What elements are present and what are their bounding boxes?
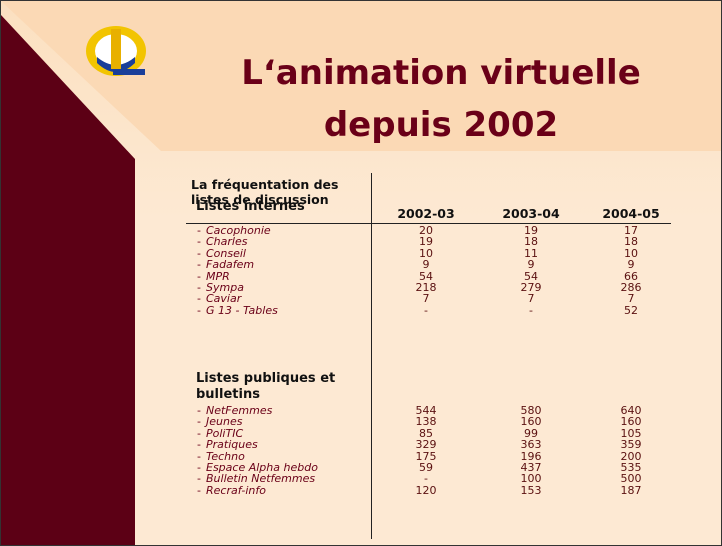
cell-value: 54 <box>419 269 433 283</box>
cell-value: 99 <box>524 426 538 440</box>
column-header: 2004-05 <box>602 206 660 221</box>
cell-value: 66 <box>624 269 638 283</box>
table-caption: La fréquentation des <box>191 177 339 192</box>
cell-value: 9 <box>422 258 430 272</box>
row-name: Espace Alpha hebdo <box>206 461 318 474</box>
cell-value: 9 <box>527 258 535 272</box>
row-name: Sympa <box>206 281 244 294</box>
cell-value: 11 <box>524 246 538 260</box>
row-name: Cacophonie <box>206 224 271 237</box>
cell-value: 437 <box>520 461 542 474</box>
bullet <box>197 484 201 497</box>
row-name: Charles <box>206 235 248 249</box>
cell-value: - <box>529 303 533 317</box>
section-title: bulletins <box>196 387 260 402</box>
cell-value: 54 <box>524 269 538 283</box>
cell-value: 535 <box>620 461 642 474</box>
bullet <box>197 304 201 317</box>
cell-value: 85 <box>419 426 433 440</box>
cell-value: 10 <box>419 246 433 260</box>
cell-value: 359 <box>620 438 642 452</box>
row-name: Conseil <box>206 246 246 260</box>
cell-value: 59 <box>419 461 433 474</box>
column-header: 2003-04 <box>502 206 560 221</box>
cell-value: 138 <box>415 415 437 429</box>
cell-value: 7 <box>422 292 430 306</box>
left-band <box>1 15 135 545</box>
cell-value: 153 <box>520 483 542 497</box>
logo <box>86 26 146 76</box>
row-name: NetFemmes <box>206 404 273 417</box>
cell-value: 10 <box>624 246 638 260</box>
row-name: Jeunes <box>206 415 243 429</box>
cell-value: 218 <box>415 281 437 294</box>
cell-value: 7 <box>527 292 535 306</box>
cell-value: 18 <box>624 235 638 249</box>
cell-value: 363 <box>520 438 542 452</box>
cell-value: 286 <box>620 281 642 294</box>
column-divider <box>371 173 372 539</box>
cell-value: 329 <box>415 438 437 452</box>
cell-value: 196 <box>520 449 542 463</box>
cell-value: 187 <box>620 483 642 497</box>
cell-value: 9 <box>627 258 635 272</box>
cell-value: 19 <box>419 235 433 249</box>
section-title: Listes internes <box>196 199 305 214</box>
cell-value: 105 <box>620 426 642 440</box>
cell-value: 640 <box>620 404 642 417</box>
row-name: Fadafem <box>206 258 255 272</box>
row-name: PoliTIC <box>206 426 244 440</box>
cell-value: 544 <box>415 404 437 417</box>
cell-value: 19 <box>524 224 538 237</box>
slide-title: L‘animation virtuelle <box>241 53 641 93</box>
cell-value: 100 <box>520 472 542 486</box>
cell-value: - <box>424 303 428 317</box>
row-name: Pratiques <box>206 438 258 452</box>
cell-value: 7 <box>627 292 635 306</box>
cell-value: 52 <box>624 303 638 317</box>
cell-value: 160 <box>620 415 642 429</box>
cell-value: 580 <box>520 404 542 417</box>
column-header: 2002-03 <box>397 206 455 221</box>
table-caption: listes de discussion <box>191 192 329 207</box>
cell-value: 279 <box>520 281 542 294</box>
row-name: MPR <box>206 269 230 283</box>
cell-value: 20 <box>419 224 433 237</box>
cell-value: 200 <box>620 449 642 463</box>
row-name: Recraf-info <box>206 483 267 497</box>
cell-value: 17 <box>624 224 638 237</box>
cell-value: 175 <box>415 449 437 463</box>
row-name: Caviar <box>206 292 242 306</box>
cell-value: 18 <box>524 235 538 249</box>
cell-value: 500 <box>620 472 642 486</box>
row-name: Techno <box>206 449 245 463</box>
cell-value: 160 <box>520 415 542 429</box>
slide-title: depuis 2002 <box>323 105 559 145</box>
row-name: Bulletin Netfemmes <box>206 472 316 486</box>
top-band <box>1 1 721 151</box>
cell-value: - <box>424 472 428 486</box>
section-title: Listes publiques et <box>196 371 336 386</box>
header-rule <box>186 223 671 224</box>
cell-value: 120 <box>415 483 437 497</box>
row-name: G 13 - Tables <box>206 303 278 317</box>
